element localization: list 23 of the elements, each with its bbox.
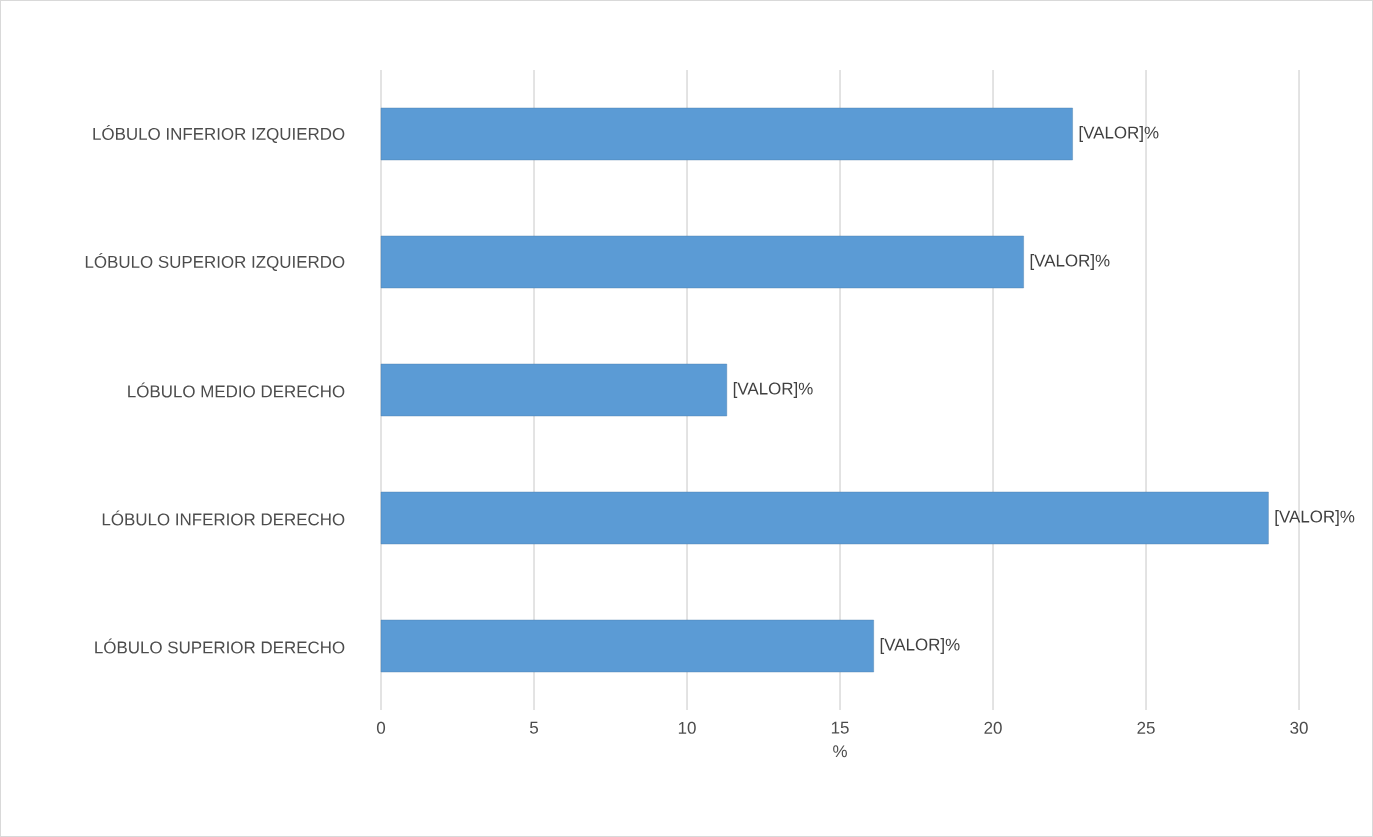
bar — [380, 107, 1073, 161]
y-tick-label: LÓBULO INFERIOR IZQUIERDO — [93, 125, 345, 143]
data-label: [VALOR]% — [1079, 126, 1159, 142]
x-tick-label: 20 — [984, 721, 1002, 734]
y-tick-label: LÓBULO MEDIO DERECHO — [128, 382, 345, 398]
y-tick-label: LÓBULO INFERIOR DERECHO — [102, 510, 345, 526]
x-tick-label: 30 — [1290, 721, 1308, 734]
bar — [380, 491, 1269, 545]
data-label: [VALOR]% — [1275, 510, 1355, 526]
x-tick-label: 15 — [831, 721, 849, 734]
data-label: [VALOR]% — [880, 638, 960, 654]
data-label: [VALOR]% — [1030, 254, 1110, 270]
x-tick-label: 0 — [376, 721, 386, 734]
x-tick-label: 10 — [678, 721, 696, 734]
bar — [380, 619, 874, 673]
y-tick-label: LÓBULO SUPERIOR DERECHO — [95, 638, 345, 654]
x-tick-label: 25 — [1137, 721, 1155, 734]
y-tick-label: LÓBULO SUPERIOR IZQUIERDO — [85, 253, 345, 271]
data-label: [VALOR]% — [733, 382, 813, 398]
bar — [380, 363, 727, 417]
bar — [380, 235, 1024, 289]
x-tick-label: 5 — [529, 721, 538, 734]
x-axis-title: % — [833, 745, 847, 758]
